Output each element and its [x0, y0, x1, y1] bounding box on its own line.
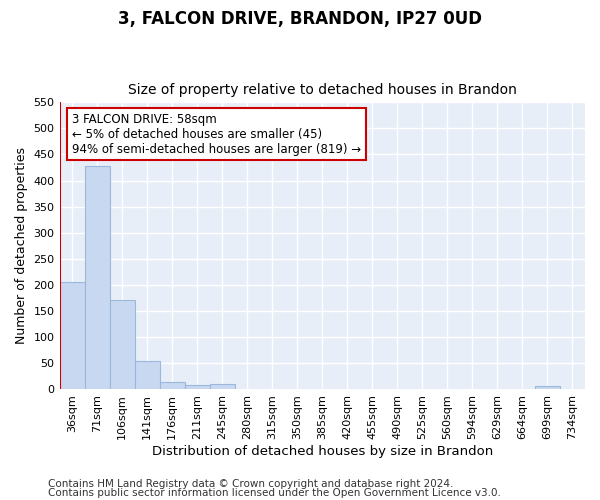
Bar: [110, 300, 134, 389]
Bar: [185, 386, 209, 389]
Bar: [85, 166, 110, 389]
Text: 3, FALCON DRIVE, BRANDON, IP27 0UD: 3, FALCON DRIVE, BRANDON, IP27 0UD: [118, 10, 482, 28]
Y-axis label: Number of detached properties: Number of detached properties: [15, 147, 28, 344]
Bar: [535, 386, 560, 389]
Title: Size of property relative to detached houses in Brandon: Size of property relative to detached ho…: [128, 83, 517, 97]
Bar: [134, 362, 160, 389]
Text: 3 FALCON DRIVE: 58sqm
← 5% of detached houses are smaller (45)
94% of semi-detac: 3 FALCON DRIVE: 58sqm ← 5% of detached h…: [72, 113, 361, 156]
Bar: [160, 382, 185, 389]
Bar: [209, 384, 235, 389]
X-axis label: Distribution of detached houses by size in Brandon: Distribution of detached houses by size …: [152, 444, 493, 458]
Bar: [59, 282, 85, 389]
Text: Contains HM Land Registry data © Crown copyright and database right 2024.: Contains HM Land Registry data © Crown c…: [48, 479, 454, 489]
Text: Contains public sector information licensed under the Open Government Licence v3: Contains public sector information licen…: [48, 488, 501, 498]
